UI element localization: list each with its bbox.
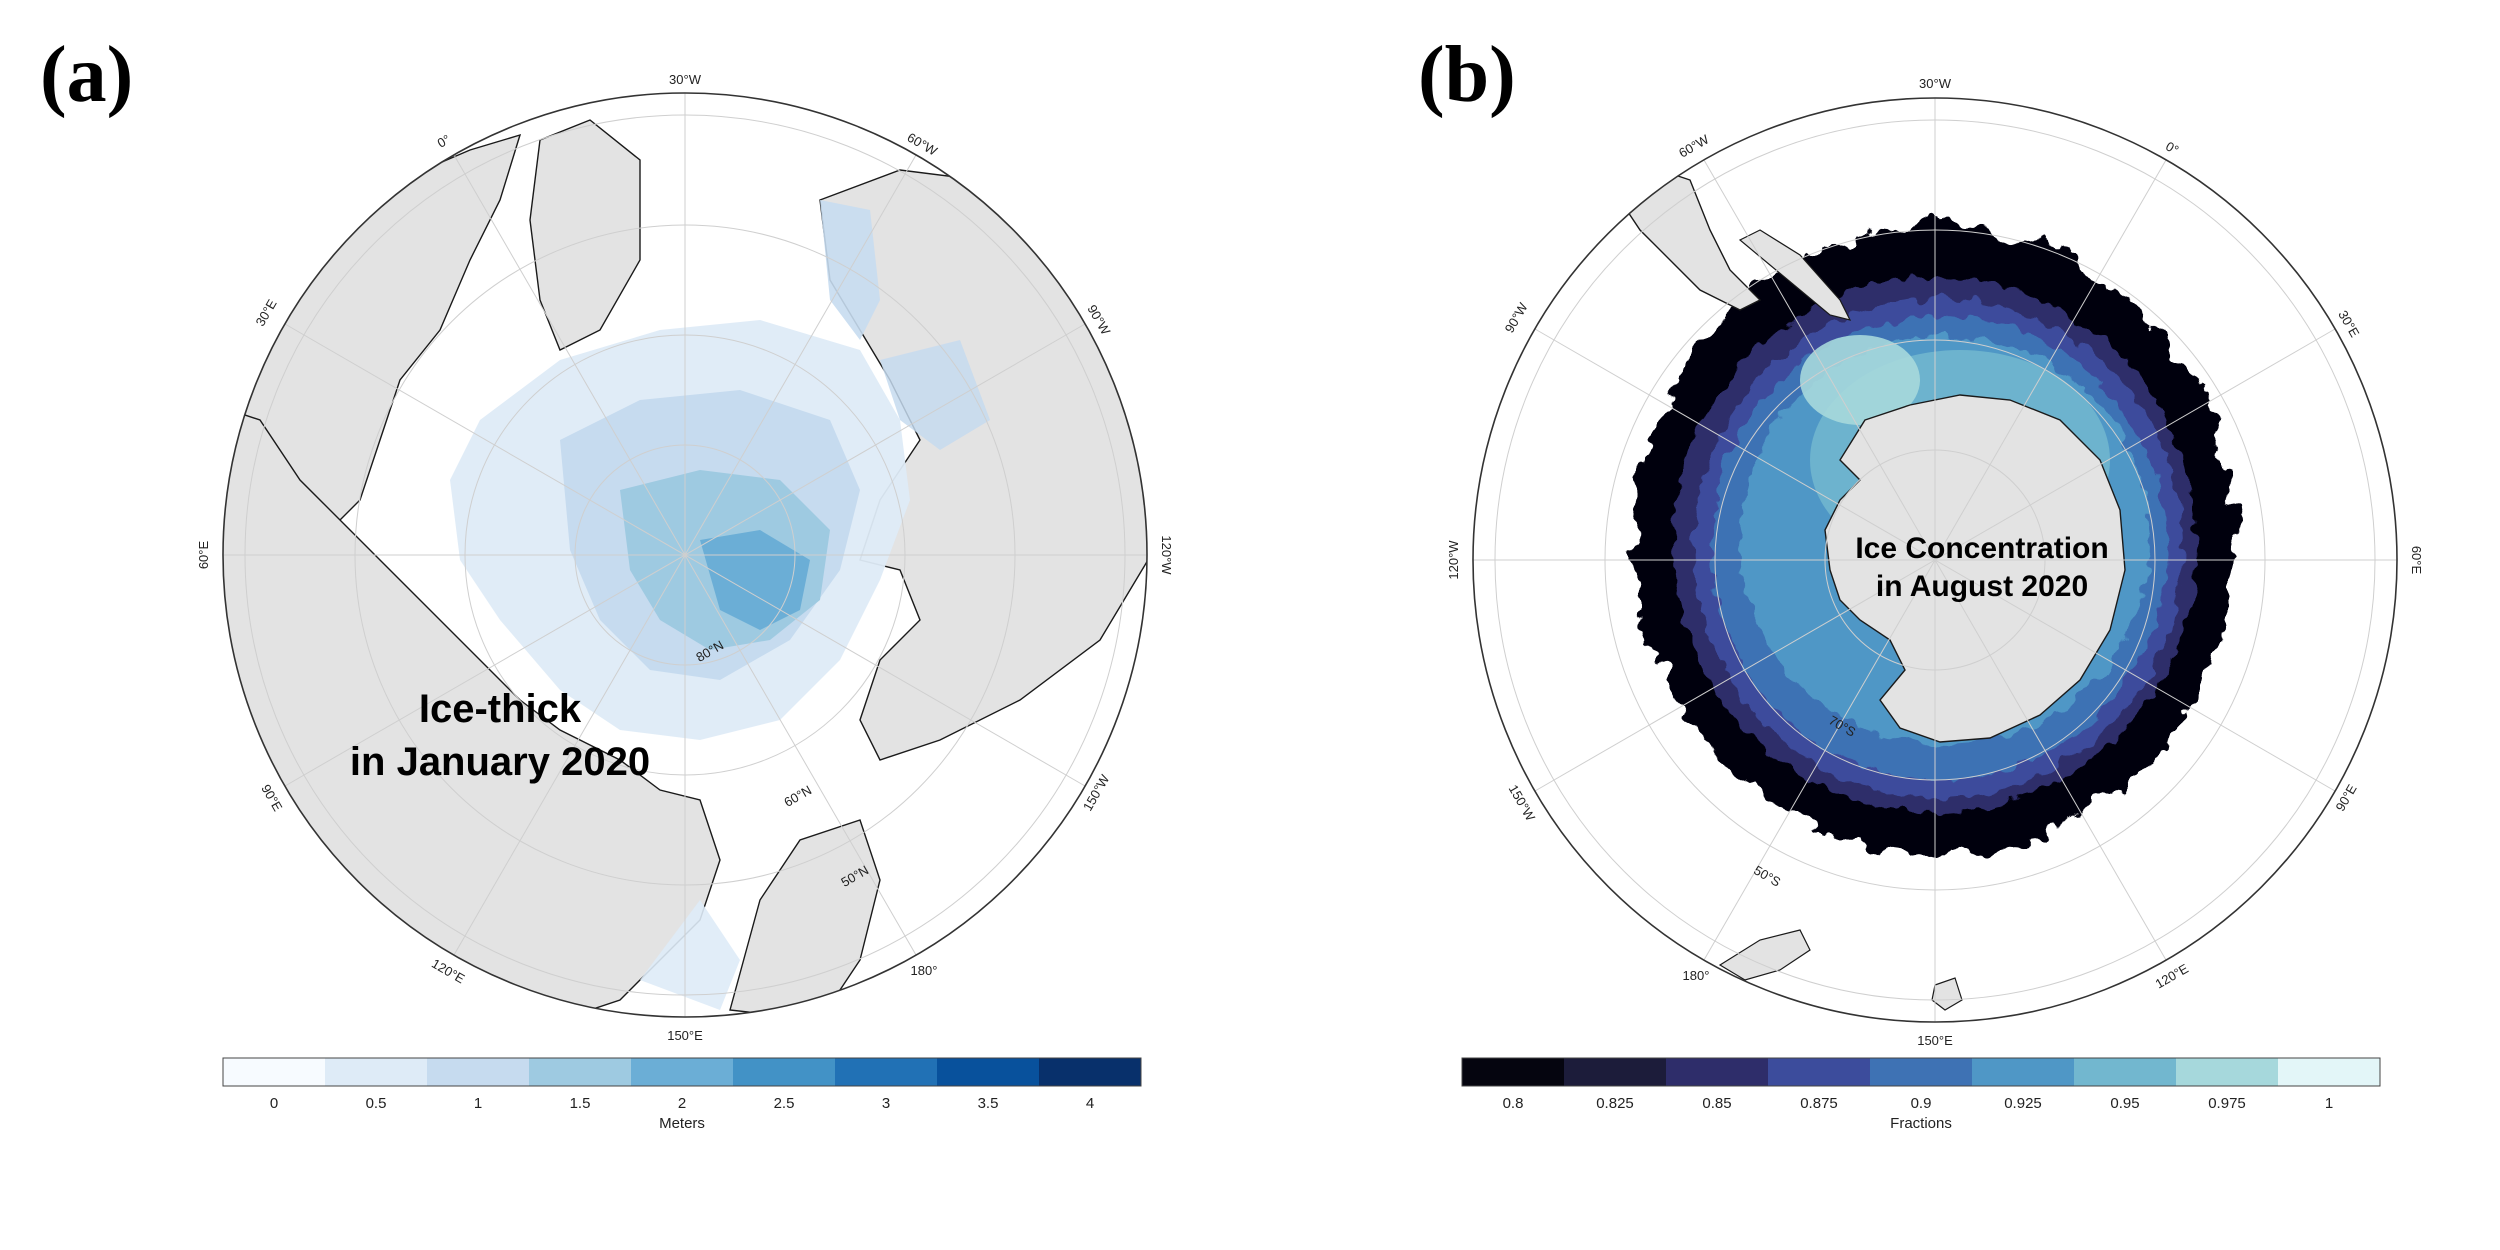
colorbar-a-swatch	[427, 1058, 529, 1086]
panel-a-graticule	[223, 93, 1147, 1017]
colorbar-b-tick: 0.875	[1800, 1095, 1838, 1112]
panel-b-south-america	[1619, 169, 1762, 311]
panel-b-label: (b)	[1418, 31, 1516, 119]
panel-a-lon-label: 60°E	[196, 541, 211, 570]
panel-b-peninsula	[1738, 229, 1852, 321]
panel-b-lon-label: 150°E	[1917, 1033, 1953, 1048]
colorbar-b-swatch	[1870, 1058, 1972, 1086]
colorbar-b-tick: 0.975	[2208, 1095, 2246, 1112]
panel-a-map: 30°W 60°W 90°W 120°W 150°W 180° 150°E 12…	[196, 72, 1174, 1132]
panel-b-new-zealand	[1718, 929, 1811, 981]
panel-b-lon-label: 90°W	[1502, 300, 1531, 336]
panel-a-lon-label: 30°W	[669, 72, 702, 87]
panel-a-title-line2: in January 2020	[350, 740, 650, 784]
colorbar-a-swatch	[631, 1058, 733, 1086]
colorbar-a-swatch	[529, 1058, 631, 1086]
colorbar-b-tick: 0.925	[2004, 1095, 2042, 1112]
panel-b-title-line2: in August 2020	[1876, 570, 2088, 603]
panel-a-lon-label: 90°E	[258, 782, 285, 814]
panel-b-frame	[1472, 97, 2398, 1023]
colorbar-b-swatch	[1462, 1058, 1564, 1086]
colorbar-b-swatch	[2278, 1058, 2380, 1086]
panel-b-lon-label: 120°W	[1446, 540, 1461, 580]
colorbar-a-tick: 0	[270, 1095, 278, 1112]
panel-b-antarctica	[1824, 394, 2126, 743]
colorbar-a-tick: 3	[882, 1095, 890, 1112]
panel-b-lon-label: 0°	[2163, 138, 2181, 157]
panel-a-lon-label: 120°W	[1159, 535, 1174, 575]
colorbar-a-tick: 0.5	[366, 1095, 387, 1112]
colorbar-a-swatch	[733, 1058, 835, 1086]
colorbar-b-tick: 0.95	[2110, 1095, 2139, 1112]
colorbar-a-tick: 1	[474, 1095, 482, 1112]
colorbar-b-swatch	[1972, 1058, 2074, 1086]
panel-b-tasmania	[1931, 977, 1963, 1011]
colorbar-b-tick: 1	[2325, 1095, 2333, 1112]
colorbar-a-tick: 2.5	[774, 1095, 795, 1112]
colorbar-a-title: Meters	[659, 1115, 705, 1132]
panel-a-title-line1: Ice-thick	[419, 687, 582, 731]
colorbar-b-swatch	[1768, 1058, 1870, 1086]
panel-a-lon-label: 180°	[911, 963, 938, 978]
colorbar-a-swatch	[325, 1058, 427, 1086]
panel-b-lon-label: 60°E	[2409, 546, 2424, 575]
panel-a-colorbar: 0 0.5 1 1.5 2 2.5 3 3.5 4 Meters	[222, 1057, 1142, 1132]
colorbar-b-swatch	[2176, 1058, 2278, 1086]
panel-a-lon-label: 0°	[435, 131, 453, 150]
colorbar-a-swatch	[835, 1058, 937, 1086]
colorbar-b-swatch	[1666, 1058, 1768, 1086]
colorbar-a-tick: 2	[678, 1095, 686, 1112]
panel-b-lon-label: 60°W	[1676, 131, 1712, 160]
panel-a-label: (a)	[40, 31, 134, 119]
panel-a-frame	[222, 92, 1148, 1018]
panel-a-ice	[450, 200, 990, 1010]
panel-b-map: 30°W 0° 30°E 60°E 90°E 120°E 150°E 180° …	[1446, 76, 2424, 1132]
colorbar-a-tick: 4	[1086, 1095, 1094, 1112]
panel-a-lon-label: 30°E	[253, 296, 280, 328]
colorbar-a-tick: 3.5	[978, 1095, 999, 1112]
colorbar-b-tick: 0.8	[1503, 1095, 1524, 1112]
colorbar-b-tick: 0.85	[1702, 1095, 1731, 1112]
panel-b-colorbar: 0.8 0.825 0.85 0.875 0.9 0.925 0.95 0.97…	[1461, 1057, 2381, 1132]
panel-b-lon-label: 180°	[1683, 968, 1710, 983]
colorbar-a-swatch	[1039, 1058, 1141, 1086]
colorbar-a-swatch	[223, 1058, 325, 1086]
colorbar-a-tick: 1.5	[570, 1095, 591, 1112]
colorbar-b-swatch	[2074, 1058, 2176, 1086]
colorbar-b-title: Fractions	[1890, 1115, 1952, 1132]
panel-a-lon-label: 150°E	[667, 1028, 703, 1043]
colorbar-b-swatch	[1564, 1058, 1666, 1086]
panel-b-title-line1: Ice Concentration	[1855, 532, 2108, 565]
panel-b-graticule	[1473, 98, 2397, 1022]
colorbar-b-tick: 0.825	[1596, 1095, 1634, 1112]
colorbar-b-tick: 0.9	[1911, 1095, 1932, 1112]
colorbar-a-swatch	[937, 1058, 1039, 1086]
panel-b-lon-label: 30°W	[1919, 76, 1952, 91]
